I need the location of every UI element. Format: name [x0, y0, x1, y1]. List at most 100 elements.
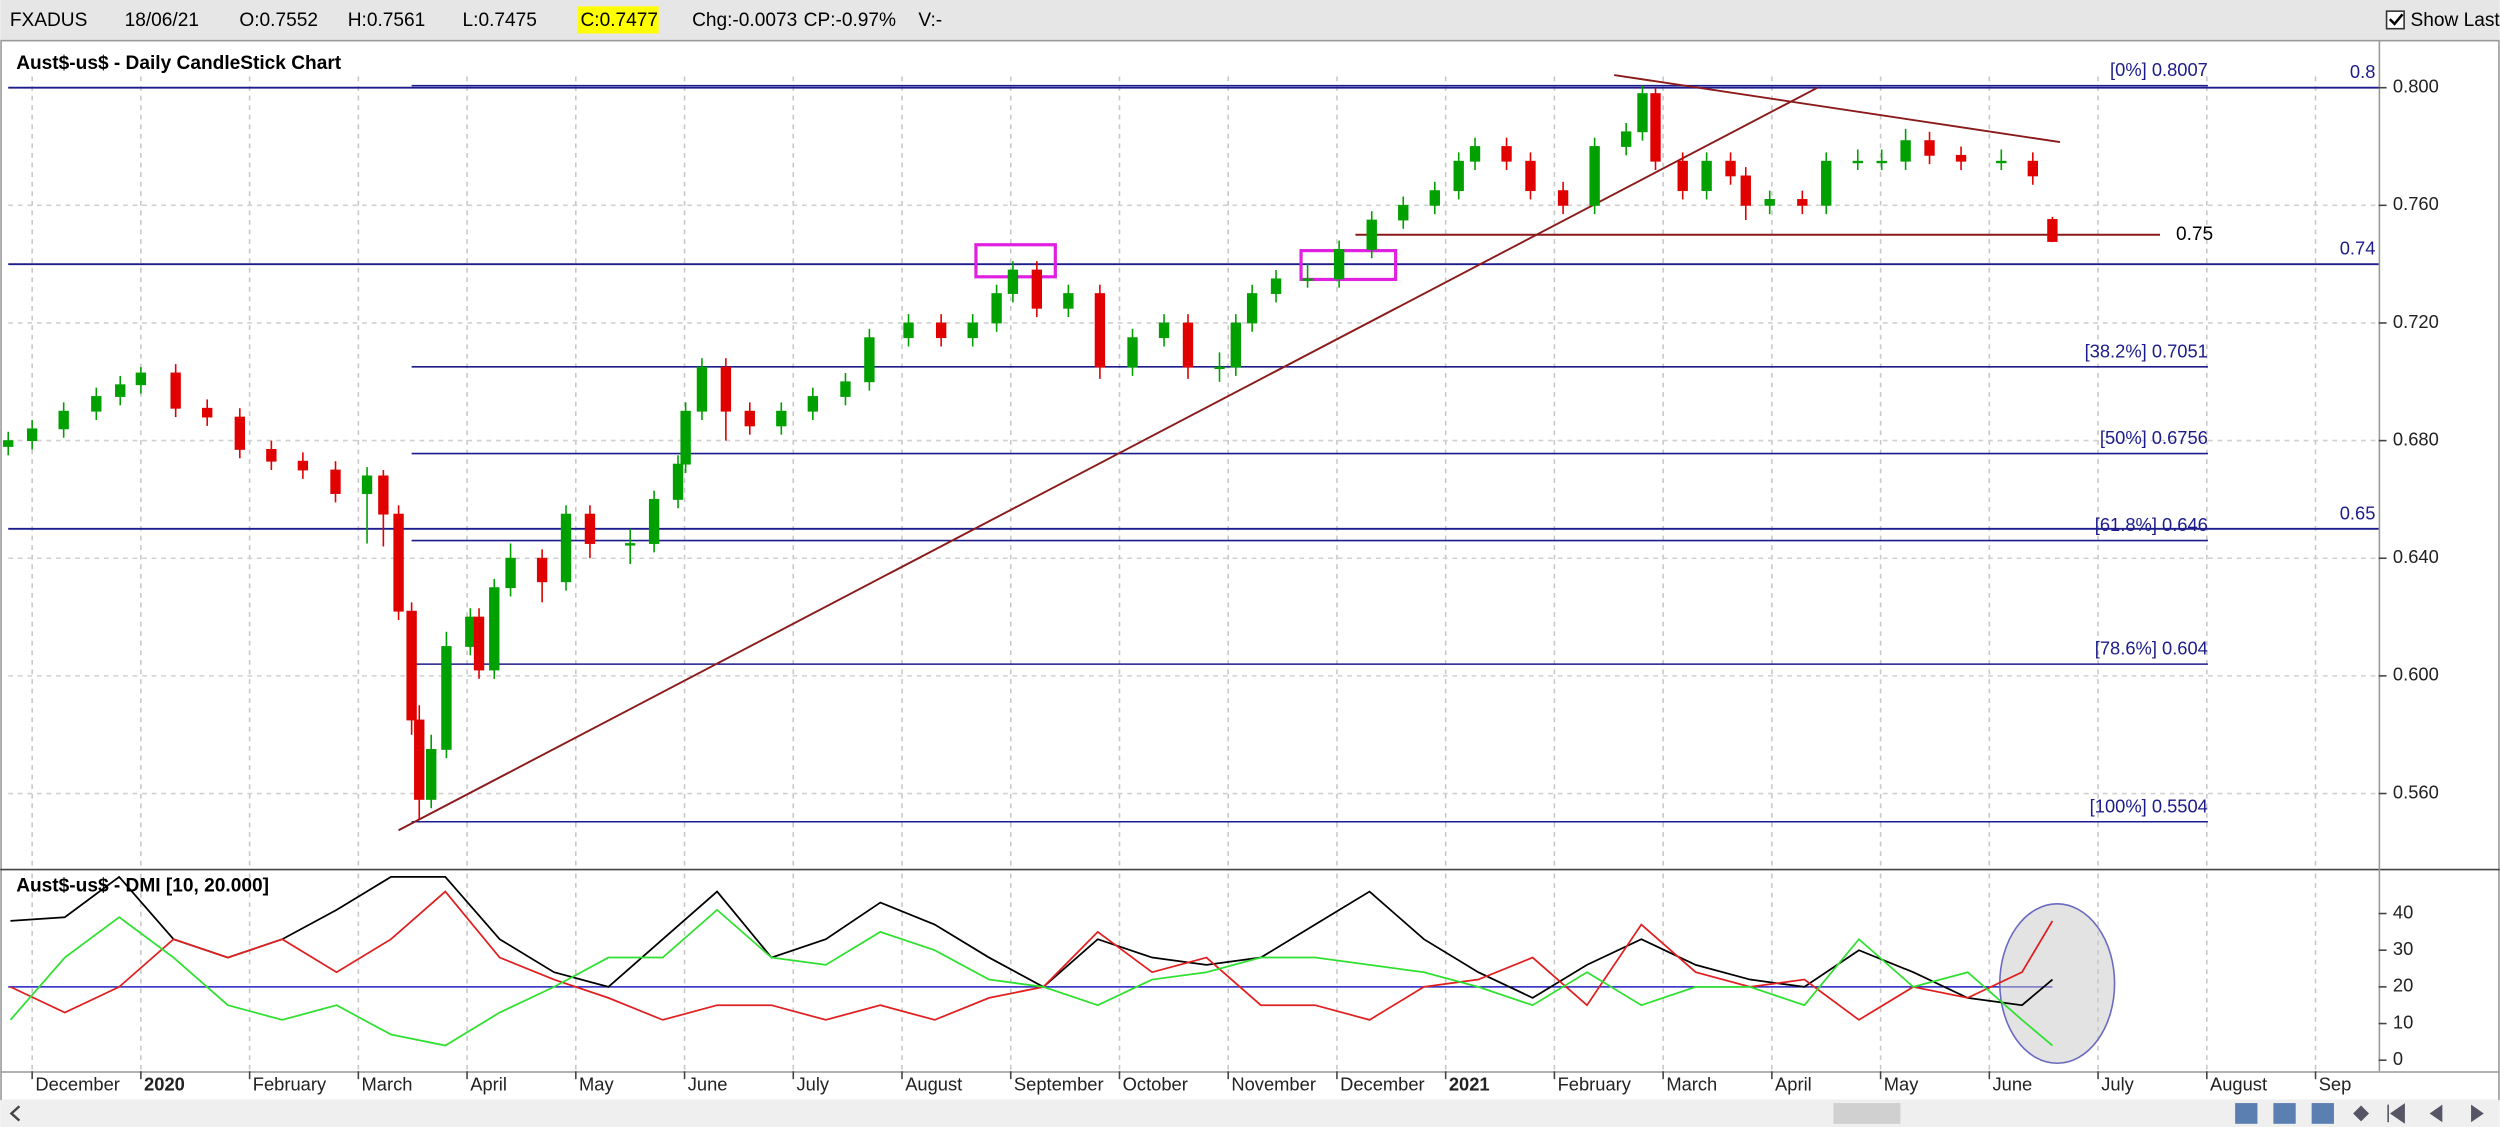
highlight-box	[1299, 249, 1398, 282]
candle-body	[1453, 160, 1464, 192]
candle-body	[393, 513, 404, 612]
x-tick-label: December	[1340, 1073, 1425, 1094]
candle-body	[1876, 160, 1887, 164]
x-tick-label: May	[579, 1073, 614, 1094]
candle-body	[1764, 199, 1775, 206]
trend-line	[1614, 74, 2061, 144]
x-tick-label: Sep	[2319, 1073, 2352, 1094]
x-tick-label: March	[1666, 1073, 1717, 1094]
candle-body	[744, 410, 755, 427]
symbol: FXADUS	[10, 10, 88, 31]
candle-body	[672, 463, 684, 500]
candle-body	[361, 475, 373, 494]
y-tick-label: 0.680	[2393, 428, 2439, 449]
volume: V:-	[918, 10, 942, 31]
tool-button[interactable]	[2235, 1103, 2258, 1124]
next-button[interactable]	[2471, 1104, 2484, 1123]
change: Chg:-0.0073	[692, 10, 797, 31]
candle-body	[1620, 131, 1632, 147]
candle-body	[330, 469, 341, 494]
candle-body	[202, 407, 213, 418]
show-last-checkbox[interactable]	[2385, 10, 2405, 30]
candle-body	[1469, 146, 1481, 162]
candle-body	[1158, 322, 1170, 339]
candle-body	[1677, 160, 1688, 192]
y-tick-label: 0.760	[2393, 193, 2439, 214]
fib-label: [78.6%] 0.604	[2095, 638, 2208, 659]
y-tick-label: 0.600	[2393, 664, 2439, 685]
low: L:0.7475	[463, 10, 537, 31]
candle-body	[378, 475, 389, 515]
candle-body	[1007, 269, 1019, 294]
candle-body	[1031, 269, 1043, 309]
candle-body	[1246, 293, 1258, 324]
candle-body	[1063, 293, 1074, 309]
candle-body	[2047, 219, 2058, 242]
open: O:0.7552	[239, 10, 318, 31]
candle-body	[1589, 146, 1600, 206]
candle-body	[465, 616, 476, 647]
first-button[interactable]	[2387, 1103, 2405, 1124]
candle-body	[297, 460, 309, 471]
candle-body	[807, 396, 819, 412]
close: C:0.7477	[580, 10, 658, 31]
candle-body	[1557, 190, 1569, 206]
candle-body	[58, 410, 69, 430]
x-tick-label: October	[1123, 1073, 1188, 1094]
candle-body	[1398, 204, 1409, 221]
horizontal-line-label: 0.8	[2350, 61, 2375, 82]
candle-body	[840, 381, 851, 397]
candle-body	[967, 322, 978, 339]
change-pct: CP:-0.97%	[804, 10, 896, 31]
tool-button[interactable]	[2273, 1103, 2296, 1124]
candle-body	[473, 616, 485, 671]
candle-body	[1797, 199, 1808, 206]
main-title: Aust$-us$ - Daily CandleStick Chart	[16, 53, 342, 74]
scrollbar[interactable]	[0, 1099, 2500, 1127]
show-last-label[interactable]: Show Last	[2410, 10, 2500, 31]
trend-line	[398, 86, 1818, 832]
candle-body	[648, 499, 660, 544]
x-tick-label: April	[1775, 1073, 1812, 1094]
x-tick-label: 2021	[1449, 1073, 1490, 1094]
candle-body	[903, 322, 914, 339]
scroll-left[interactable]	[9, 1105, 21, 1122]
candle-body	[1725, 160, 1736, 177]
x-tick-label: May	[1884, 1073, 1919, 1094]
candle-body	[1302, 278, 1313, 281]
candle-body	[680, 410, 691, 465]
candle-body	[720, 366, 732, 412]
x-tick-label: February	[253, 1073, 327, 1094]
y-tick-label: 0.560	[2393, 781, 2439, 802]
candle-body	[696, 366, 708, 412]
prev-button[interactable]	[2429, 1104, 2443, 1123]
support-label: 0.75	[2176, 224, 2213, 245]
fib-label: [38.2%] 0.7051	[2085, 340, 2208, 361]
scroll-thumb[interactable]	[1833, 1103, 1901, 1124]
close-highlight	[577, 6, 659, 34]
candle-body	[1094, 293, 1106, 368]
horizontal-line-label: 0.74	[2340, 238, 2376, 259]
date: 18/06/21	[125, 10, 199, 31]
candle-body	[170, 372, 181, 409]
candle-body	[3, 440, 14, 447]
candle-body	[536, 557, 548, 583]
candle-body	[991, 293, 1002, 324]
candle-body	[1501, 146, 1512, 162]
candle-body	[406, 610, 417, 721]
candle-body	[1701, 160, 1712, 192]
candle-body	[1127, 337, 1138, 368]
candle-body	[441, 646, 452, 750]
candle-body	[266, 449, 277, 462]
candle-body	[1637, 93, 1648, 133]
candle-body	[1525, 160, 1536, 192]
x-tick-label: June	[688, 1073, 728, 1094]
x-tick-label: August	[2210, 1073, 2267, 1094]
candle-body	[426, 749, 437, 800]
tool-button[interactable]	[2311, 1103, 2334, 1124]
candle-body	[560, 513, 572, 583]
x-tick-label: 2020	[144, 1073, 185, 1094]
candle-body	[489, 587, 500, 671]
candle-body	[91, 396, 102, 412]
